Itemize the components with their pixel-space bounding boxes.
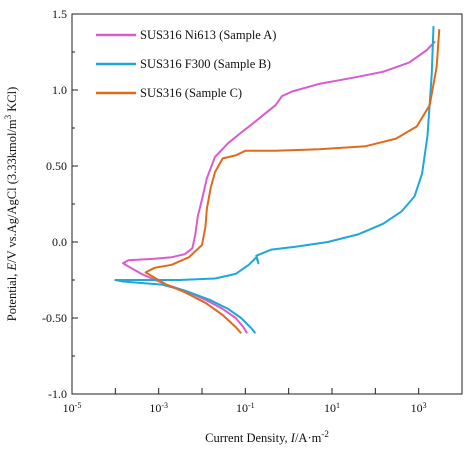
x-tick-label: 103 [411,401,427,416]
y-tick-label: 1.0 [52,83,67,97]
x-tick-label: 101 [324,401,340,416]
series-line-3 [144,29,441,334]
y-tick-label: -0.50 [42,311,67,325]
y-tick-label: 1.5 [52,7,67,21]
x-axis-label: Current Density, I/A·m-2 [205,429,329,445]
x-tick-label: 10-3 [149,401,168,416]
y-axis-label: Potential, E/V vs.Ag/AgCl (3.33kmol/m3 K… [3,87,19,322]
legend: SUS316 Ni613 (Sample A) SUS316 F300 (Samp… [96,28,276,100]
plot-frame [71,13,463,395]
y-tick-label: 0.0 [52,235,67,249]
x-tick-label: 10-1 [236,401,255,416]
series-line-2 [114,26,435,334]
legend-label: SUS316 (Sample C) [140,86,242,100]
x-axis-ticks: 10-5 10-3 10-1 101 103 [63,388,463,416]
y-axis-ticks: -1.0 -0.50 0.0 0.50 1.0 1.5 [42,7,78,401]
x-tick-label: 10-5 [63,401,82,416]
y-tick-label: 0.50 [46,159,67,173]
legend-label: SUS316 F300 (Sample B) [140,57,271,71]
legend-label: SUS316 Ni613 (Sample A) [140,28,276,42]
plot-lines [114,26,441,334]
y-tick-label: -1.0 [48,387,67,401]
